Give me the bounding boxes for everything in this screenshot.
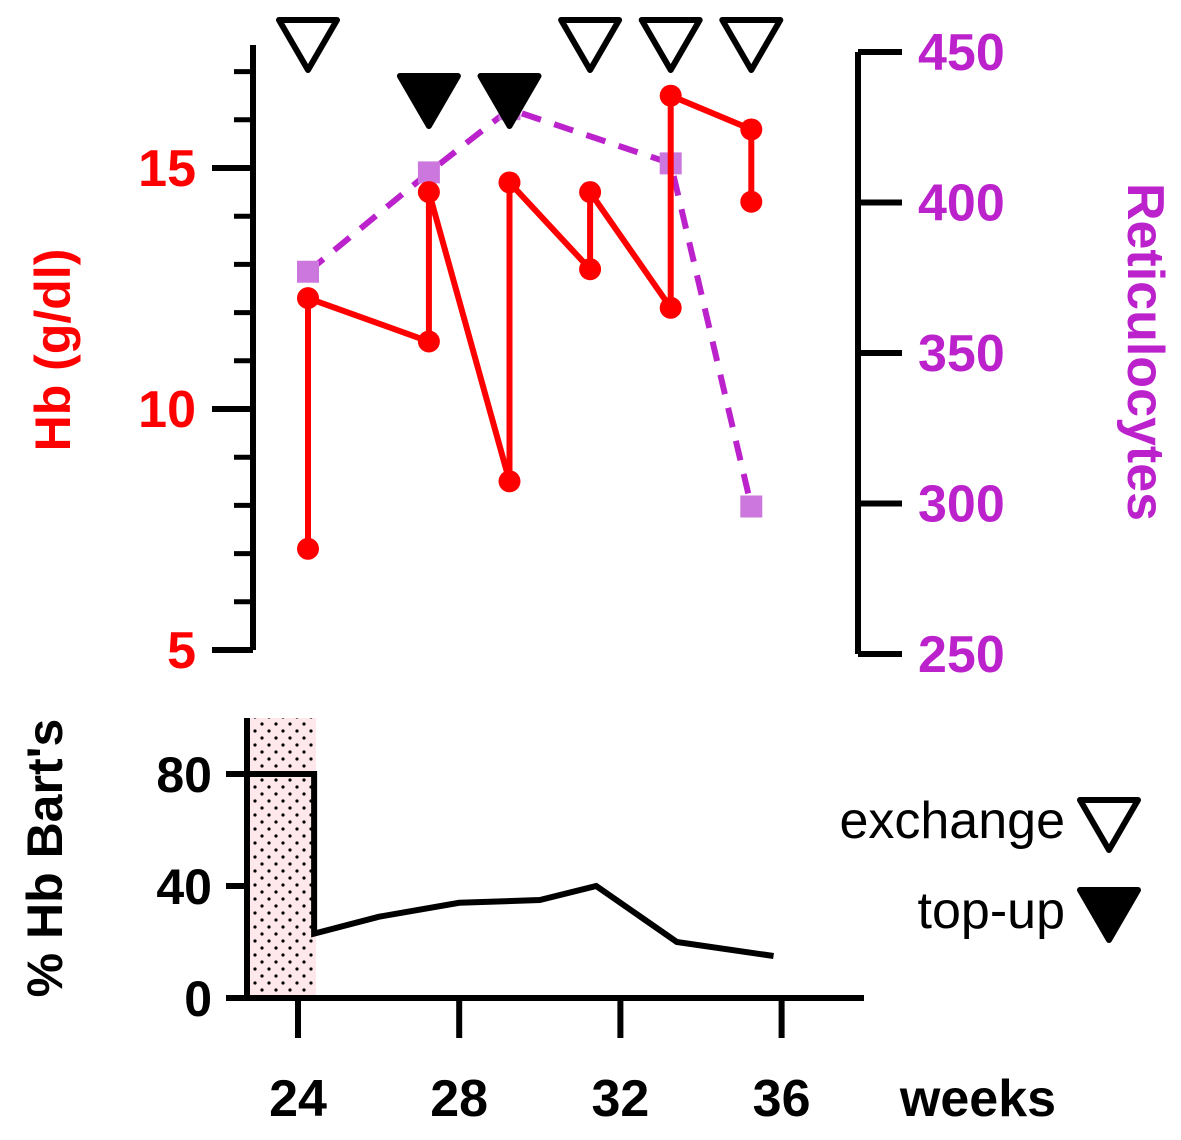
hb-point <box>659 84 682 107</box>
reticulocyte-series <box>297 98 763 518</box>
hb-major-ticks: 5 10 15 <box>138 140 253 680</box>
reticulocyte-point <box>297 260 319 283</box>
hb-tick-label: 10 <box>138 381 196 439</box>
barts-axes: 0 40 80 24 28 32 36 % Hb Bart's weeks <box>17 718 1056 1128</box>
legend-exchange-label: exchange <box>839 792 1065 850</box>
barts-y-ticks: 0 40 80 <box>156 747 247 1027</box>
legend: exchange top-up <box>839 792 1141 943</box>
hb-point <box>740 190 763 213</box>
bottom-panel: 0 40 80 24 28 32 36 % Hb Bart's weeks <box>17 718 1056 1128</box>
hb-point <box>498 470 521 493</box>
x-tick-label: 32 <box>591 1070 649 1128</box>
reticulocyte-tick-label: 400 <box>918 175 1005 233</box>
barts-y-tick-label: 40 <box>156 859 212 915</box>
top-up-marker-icon <box>477 73 542 129</box>
reticulocyte-tick-label: 300 <box>918 476 1005 534</box>
hb-point <box>740 118 763 141</box>
exchange-marker-icon <box>638 17 703 73</box>
reticulocyte-tick-label: 450 <box>918 24 1005 82</box>
exchange-marker-icon <box>719 17 784 73</box>
hb-point <box>659 296 682 319</box>
hb-point <box>417 330 440 353</box>
exchange-marker-icon <box>276 17 340 73</box>
hb-point <box>579 258 602 281</box>
hb-line <box>305 92 755 549</box>
hb-point <box>417 181 440 204</box>
hb-axis-label: Hb (g/dl) <box>25 249 81 452</box>
barts-x-ticks: 24 28 32 36 <box>269 998 811 1128</box>
transfusion-event-markers <box>276 17 784 129</box>
reticulocyte-axis-label: Reticulocytes <box>1116 183 1174 521</box>
barts-line <box>247 771 774 959</box>
reticulocyte-ticks: 250 300 350 400 450 <box>858 24 1005 684</box>
hb-series <box>297 84 763 560</box>
barts-axis-label: % Hb Bart's <box>17 719 73 998</box>
reticulocyte-axis: 250 300 350 400 450 Reticulocytes <box>855 24 1174 684</box>
legend-top-up-icon <box>1077 887 1141 943</box>
reticulocyte-line <box>306 105 755 508</box>
x-tick-label: 36 <box>753 1070 811 1128</box>
hb-tick-label: 15 <box>138 140 196 198</box>
reticulocyte-point <box>740 495 763 518</box>
hb-minor-ticks <box>234 69 253 605</box>
barts-shaded-region <box>247 718 317 998</box>
barts-y-tick-label: 80 <box>156 747 212 803</box>
exchange-marker-icon <box>558 17 623 73</box>
hb-point <box>498 171 521 194</box>
hb-point <box>297 537 319 560</box>
reticulocyte-tick-label: 350 <box>918 325 1005 383</box>
top-panel: 5 10 15 Hb (g/dl) 250 300 350 400 450 Reticulo… <box>25 17 1174 684</box>
barts-y-tick-label: 0 <box>184 971 212 1027</box>
hb-tick-label: 5 <box>167 622 196 680</box>
reticulocyte-point <box>417 161 440 184</box>
x-tick-label: 28 <box>430 1070 488 1128</box>
hb-point <box>297 287 319 310</box>
hb-axis: 5 10 15 Hb (g/dl) <box>25 45 256 680</box>
top-up-marker-icon <box>396 73 461 129</box>
legend-exchange-icon <box>1077 797 1141 853</box>
legend-top-up-label: top-up <box>918 882 1065 940</box>
x-tick-label: 24 <box>269 1070 327 1128</box>
reticulocyte-tick-label: 250 <box>918 626 1005 684</box>
barts-series <box>247 771 774 959</box>
x-axis-label: weeks <box>899 1070 1056 1128</box>
hb-point <box>579 181 602 204</box>
